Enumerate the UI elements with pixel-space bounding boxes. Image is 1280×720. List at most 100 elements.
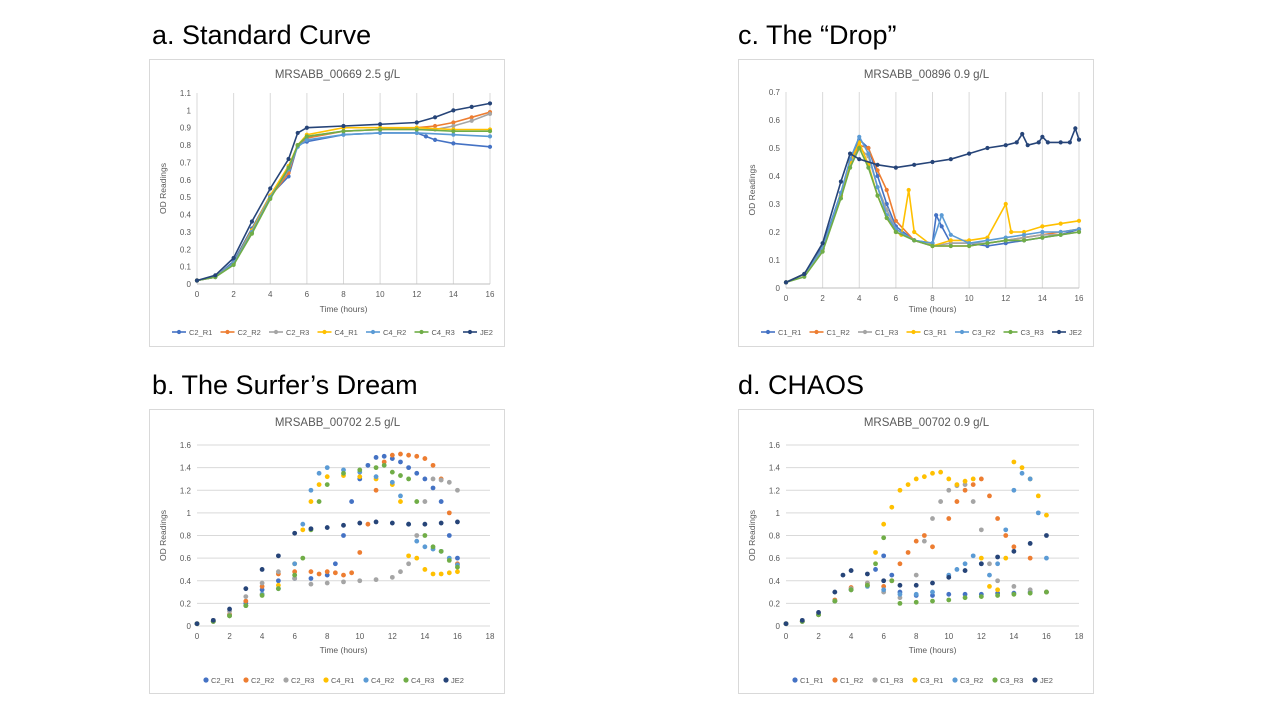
data-point [422, 456, 428, 461]
data-point [227, 606, 232, 612]
data-point [275, 582, 281, 588]
data-point [194, 621, 200, 627]
x-tick-label: 6 [292, 632, 297, 641]
data-point [451, 123, 456, 129]
data-point [906, 187, 911, 193]
legend-swatch-marker [203, 677, 209, 683]
data-point [432, 115, 438, 120]
chart-surfers-dream: MRSABB_00702 2.5 g/L 0 0.2 0.4 0.6 0.8 1 1.2 1.4… [149, 409, 505, 694]
series-C4_R2 [194, 465, 460, 627]
data-point [832, 589, 838, 595]
x-tick-label: 18 [1075, 632, 1084, 641]
series-JE2 [783, 126, 1082, 285]
data-point [847, 151, 853, 156]
data-point [357, 467, 363, 473]
data-point [324, 465, 330, 471]
legend-swatch-marker [370, 329, 376, 335]
data-point [1040, 224, 1045, 229]
data-point [295, 142, 300, 148]
y-tick-label: 0.2 [769, 228, 781, 237]
data-point [378, 130, 383, 136]
chart-surfers-dream-svg: MRSABB_00702 2.5 g/L 0 0.2 0.4 0.6 0.8 1 1.2 1.4… [158, 417, 495, 685]
data-point [373, 474, 379, 480]
data-point [243, 594, 249, 599]
data-point [275, 569, 281, 575]
y-tick-label: 0.2 [180, 245, 192, 254]
data-point [292, 576, 298, 581]
data-point [1020, 131, 1025, 137]
data-point [889, 504, 895, 510]
legend-swatch-marker [467, 329, 473, 335]
data-point [455, 564, 460, 570]
data-point [889, 578, 895, 584]
data-point [962, 487, 968, 493]
data-point [987, 493, 992, 499]
x-tick-label: 10 [355, 632, 364, 641]
data-point [978, 527, 984, 533]
data-point [897, 582, 903, 588]
x-tick-label: 18 [486, 632, 495, 641]
data-point [259, 584, 265, 589]
data-point [1009, 229, 1014, 235]
data-point [308, 499, 314, 504]
y-tick-label: 0.5 [769, 144, 781, 153]
x-axis-label: Time (hours) [909, 645, 957, 655]
data-point [430, 462, 436, 468]
x-tick-label: 12 [1001, 294, 1010, 303]
y-tick-label: 0.8 [180, 141, 192, 150]
data-point [913, 538, 919, 544]
data-point [832, 598, 838, 604]
legend-label: C2_R1 [189, 328, 212, 337]
data-point [970, 476, 976, 482]
data-point [913, 591, 919, 597]
data-point [893, 165, 898, 170]
data-point [406, 561, 412, 567]
data-point [1027, 590, 1033, 596]
data-point [295, 130, 300, 136]
panel-heading-b: b. The Surfer’s Dream [152, 370, 418, 400]
legend-label: C4_R1 [335, 328, 358, 337]
data-point [304, 137, 309, 142]
legend-swatch-marker [322, 329, 327, 335]
data-point [259, 580, 265, 586]
data-point [373, 577, 379, 583]
data-point [875, 168, 880, 173]
data-point [897, 595, 903, 601]
data-point [373, 487, 379, 493]
data-point [995, 593, 1001, 598]
data-point [962, 595, 968, 601]
legend-label: C2_R2 [238, 328, 261, 337]
x-tick-label: 2 [816, 632, 821, 641]
data-point [1003, 527, 1009, 533]
data-point [398, 499, 403, 504]
data-point [406, 465, 412, 471]
data-point [1014, 140, 1019, 145]
legend-label: C2_R1 [211, 676, 234, 685]
data-point [438, 520, 444, 526]
chart-the-drop: MRSABB_00896 0.9 g/L 0 0.1 0.2 0.3 0.4 0.5 0.6 0… [738, 59, 1094, 347]
data-point [864, 582, 870, 588]
legend-swatch-marker [1056, 329, 1062, 335]
data-point [783, 280, 789, 285]
data-point [913, 582, 919, 588]
data-point [912, 162, 917, 167]
data-point [897, 600, 903, 606]
data-point [292, 572, 298, 578]
data-point [881, 521, 887, 527]
chart-the-drop-svg: MRSABB_00896 0.9 g/L 0 0.1 0.2 0.3 0.4 0.5 0.6 0… [747, 69, 1084, 337]
data-point [1058, 140, 1063, 145]
data-point [1044, 589, 1049, 595]
data-point [451, 129, 456, 134]
data-point [875, 185, 880, 190]
y-tick-label: 0.7 [180, 158, 192, 167]
data-point [1076, 218, 1082, 223]
data-point [308, 581, 314, 587]
data-point [259, 587, 265, 593]
x-tick-label: 6 [894, 294, 899, 303]
x-tick-label: 10 [944, 632, 953, 641]
data-point [432, 123, 438, 129]
data-point [995, 516, 1001, 521]
data-point [430, 476, 436, 482]
x-tick-label: 2 [820, 294, 825, 303]
data-point [954, 482, 960, 487]
